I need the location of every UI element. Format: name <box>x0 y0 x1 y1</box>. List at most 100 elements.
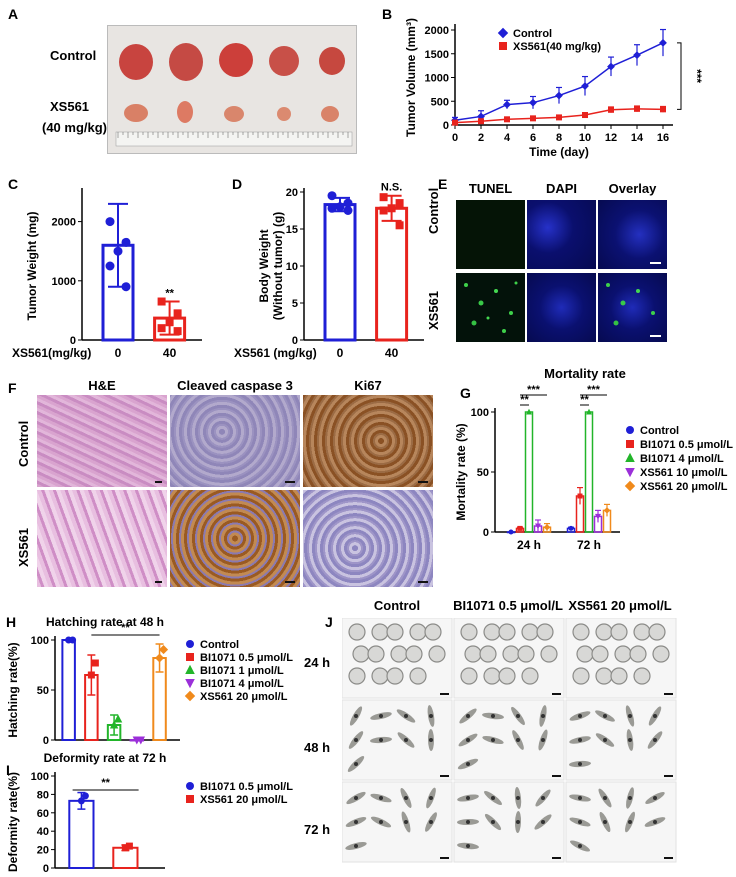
legend-label: BI1071 1 μmol/L <box>200 665 284 677</box>
embryo <box>614 645 632 663</box>
y-tick-label: 0 <box>43 735 49 747</box>
e-col-dapi: DAPI <box>545 181 578 196</box>
bar-group-4 <box>152 643 169 741</box>
embryo <box>464 645 482 663</box>
larva-eye <box>603 796 607 800</box>
y-tick-label: 20 <box>286 187 298 199</box>
embryo <box>483 667 501 685</box>
bar <box>68 799 95 870</box>
data-point <box>77 797 85 805</box>
data-point <box>530 115 536 122</box>
larva-eye <box>603 714 607 718</box>
legend-label: Control <box>200 639 239 651</box>
e-col-tunel: TUNEL <box>468 181 513 196</box>
x-axis-prefix: XS561(mg/kg) <box>12 346 91 360</box>
y-tick-label: 100 <box>471 407 489 419</box>
legend-label: XS561 10 μmol/L <box>640 467 728 479</box>
chart-title: Hatching rate at 48 h <box>46 615 164 629</box>
data-point <box>125 842 133 850</box>
panel-letter-h: H <box>6 614 17 630</box>
x-tick-label: 0 <box>337 346 344 360</box>
chart-deformity-rate: Deformity rate at 72 h 0 20 40 60 80 100 Deform… <box>6 751 293 875</box>
zebrafish-tile <box>565 618 677 699</box>
control-tumors <box>119 43 345 81</box>
chart-tumor-volume: 0 500 1000 1500 2000 0 2 4 6 8 10 12 14 16 Time (day) T… <box>404 18 704 159</box>
significance-label: *** <box>527 384 541 396</box>
embryo <box>595 667 613 685</box>
data-point <box>595 513 601 520</box>
j-row-72h: 72 h <box>304 822 331 837</box>
bar-group <box>575 486 585 533</box>
x-tick-label: 8 <box>556 132 562 144</box>
legend-marker <box>624 480 636 492</box>
data-point <box>121 282 131 292</box>
larva-eye <box>578 762 582 766</box>
larva-eye <box>354 796 358 800</box>
bar-group-0 <box>68 791 95 870</box>
larva-eye <box>379 820 383 824</box>
data-point <box>379 206 388 215</box>
data-point <box>504 116 510 123</box>
larva-eye <box>628 796 632 800</box>
legend-marker <box>626 426 634 434</box>
y-tick-label: 80 <box>37 789 49 801</box>
ruler <box>115 131 353 147</box>
legend-marker <box>184 690 196 702</box>
larva-eye <box>541 738 545 742</box>
larva-eye <box>578 738 582 742</box>
legend-label: Control <box>513 28 552 40</box>
legend-label: BI1071 0.5 μmol/L <box>200 781 293 793</box>
embryo <box>540 645 558 663</box>
larva-eye <box>628 714 632 718</box>
bar-group-2 <box>106 714 123 741</box>
f-col-he: H&E <box>88 378 116 393</box>
larva-eye <box>354 714 358 718</box>
embryo <box>479 645 497 663</box>
tumor-photo-label-control: Control <box>50 48 97 63</box>
bar-group-0 <box>61 636 77 741</box>
zebrafish-tile <box>565 781 677 863</box>
y-tick-label: 2000 <box>52 217 76 229</box>
embryo <box>371 623 389 641</box>
y-tick-label: 50 <box>37 685 49 697</box>
larva-eye <box>653 714 657 718</box>
embryo <box>348 623 366 641</box>
larva-eye <box>603 738 607 742</box>
ki67-control <box>303 395 433 487</box>
data-point <box>113 714 123 723</box>
y-tick-label: 40 <box>37 826 49 838</box>
panel-letter-f: F <box>8 380 17 396</box>
overlay-control <box>598 200 667 269</box>
embryo <box>386 667 404 685</box>
larva-eye <box>379 714 383 718</box>
y-tick-label: 1500 <box>425 49 449 61</box>
panel-letter-a: A <box>8 6 19 22</box>
larva-eye <box>491 820 495 824</box>
data-point <box>327 203 337 213</box>
tumor-specimens <box>115 43 353 147</box>
chart-title: Deformity rate at 72 h <box>44 751 167 765</box>
x-tick-label: 72 h <box>577 538 601 552</box>
scale-bar <box>664 857 673 859</box>
embryo <box>610 623 628 641</box>
bar-group-1 <box>153 297 187 342</box>
tunel-positive-cells <box>464 281 518 333</box>
larva-eye <box>404 738 408 742</box>
larva-eye <box>541 796 545 800</box>
embryo <box>386 623 404 641</box>
larva-eye <box>379 796 383 800</box>
data-point <box>526 408 532 415</box>
scale-bar <box>285 581 295 583</box>
larva-eye <box>404 714 408 718</box>
scale-bar <box>155 481 162 483</box>
x-tick-label: 12 <box>605 132 617 144</box>
embryo <box>409 667 427 685</box>
larva-eye <box>466 844 470 848</box>
y-axis-label: Deformity rate(%) <box>6 772 20 872</box>
data-point <box>452 119 458 126</box>
f-row-xs561: XS561 <box>16 527 31 567</box>
data-point <box>157 324 166 333</box>
legend-marker <box>186 640 194 648</box>
embryo <box>633 667 651 685</box>
larva-eye <box>653 738 657 742</box>
